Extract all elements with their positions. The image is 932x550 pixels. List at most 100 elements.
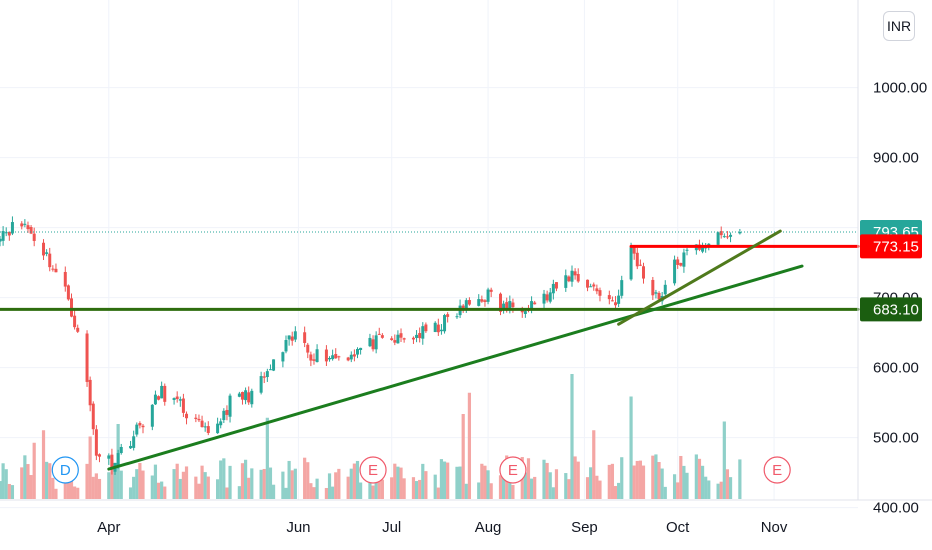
time-axis[interactable]: Apr Jun Jul Aug Sep Oct Nov [97,519,788,536]
candle-body [542,293,546,304]
volume-bar [570,374,574,499]
time-tick-label: Nov [761,519,788,536]
candle-body [685,249,689,251]
candle-body [160,385,164,399]
volume-bar [589,467,593,499]
candle-body [110,454,114,470]
volume-bar [418,479,422,499]
candle-body [1,231,5,241]
candle-body [570,270,574,282]
volume-bar [399,467,403,499]
candle-body [334,353,338,359]
volume-bar [511,484,515,499]
volume-bar [194,476,198,499]
candle-body [163,385,167,402]
candle-body [415,334,419,338]
volume-bar [23,455,27,499]
candle-body [219,421,223,426]
volume-bar [303,457,307,499]
time-tick-label: Jul [382,519,401,536]
volume-bar [676,482,680,499]
candle-body [443,315,447,332]
candle-body [371,339,375,350]
volume-bar [685,472,689,499]
candle-body [620,280,624,296]
volume-bar [69,477,74,499]
resistance-price-tag: 773.15 [860,234,922,259]
dividend-event-marker[interactable]: D [51,456,79,484]
candle-body [393,340,397,343]
volume-bar [20,467,24,499]
volume-bar [334,472,338,499]
volume-bar [402,478,406,499]
volume-bar [203,472,207,499]
volume-bar [331,486,335,499]
time-tick-label: Jun [286,519,310,536]
volume-bar [477,482,481,499]
volume-bar [41,430,46,499]
candle-body [554,282,558,289]
candle-body [250,390,254,405]
volume-bar [607,464,611,499]
volume-bar [346,476,350,499]
candle-body [421,326,425,339]
volume-bar [704,476,708,499]
candle-body [551,283,555,294]
volume-bar [359,482,363,499]
candle-body [175,396,179,400]
volume-bar [32,442,36,499]
volume-bar [337,468,341,499]
candle-body [153,394,157,405]
candle-body [368,337,372,347]
candle-body [222,410,226,421]
volume-bar [178,478,182,499]
volume-bar [324,487,329,499]
earnings-event-marker[interactable]: E [359,456,387,484]
volume-bar [738,459,742,499]
candle-body [281,352,285,362]
candle-body [505,302,509,310]
volume-bar [654,454,658,499]
candle-body [676,259,680,265]
volume-bar [268,467,273,499]
candle-body [595,288,599,292]
volume-bar [107,472,111,499]
candle-body [265,371,269,378]
earnings-event-marker[interactable]: E [499,456,527,484]
candle-body [303,332,307,343]
candle-body [477,299,481,306]
volume-bar [247,477,251,499]
candle-body [91,403,95,430]
volume-bar [287,460,291,499]
earnings-event-marker[interactable]: E [763,456,791,484]
candle-body [315,349,319,363]
volume-bar [393,463,397,499]
candle-body [725,236,729,238]
candle-body [129,445,133,449]
candle-body [178,399,182,401]
candle-body [132,436,136,448]
currency-badge[interactable]: INR [883,11,915,41]
candle-body [738,232,742,234]
volume-bar [700,465,705,499]
candle-body [244,390,248,401]
volume-bar [573,456,577,499]
candle-body [402,338,406,340]
candle-body [97,454,101,457]
chart-drawings[interactable] [0,229,860,471]
candle-body [586,279,590,288]
candle-body [399,333,403,338]
candle-body [548,292,552,302]
volume-bar [271,484,276,499]
candle-body [240,392,244,400]
time-tick-label: Apr [97,519,120,536]
candle-body [424,324,428,332]
volume-bar [265,417,269,499]
long-trendline [107,264,804,471]
price-tick-label: 500.00 [873,430,919,447]
candle-body [380,335,384,338]
volume-bar [110,459,114,499]
